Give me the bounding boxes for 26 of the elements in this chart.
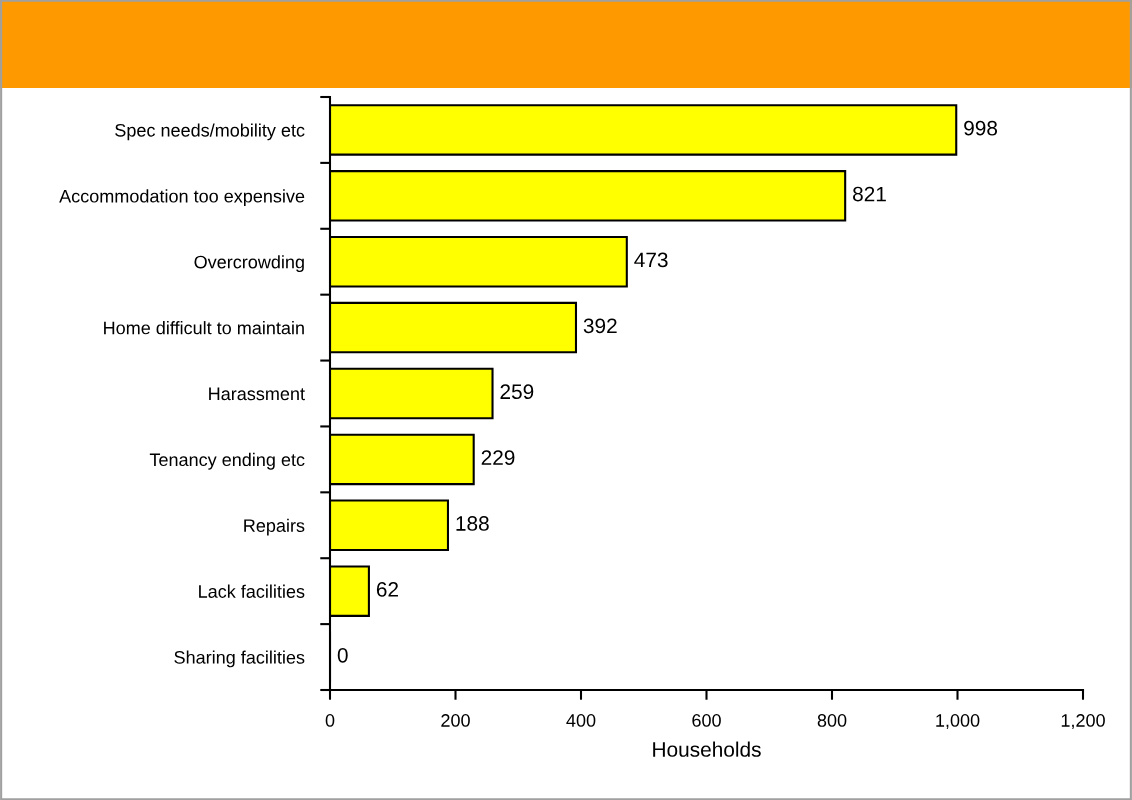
data-label: 998 [964, 120, 998, 136]
y-tick-label: Harassment [209, 387, 305, 401]
data-label: 821 [853, 186, 886, 202]
x-axis-title: Households [653, 741, 761, 757]
data-label: 259 [500, 384, 534, 400]
data-label: 473 [634, 252, 668, 268]
data-label: 229 [481, 450, 515, 465]
y-tick-label: Tenancy ending etc [149, 452, 305, 470]
x-tick-label: 800 [817, 714, 847, 727]
y-tick-label: Lack facilities [199, 584, 305, 598]
y-tick-label: Repairs [244, 518, 305, 536]
y-tick-label: Accommodation too expensive [59, 189, 305, 207]
data-label: 62 [376, 582, 398, 597]
x-tick-label: 1,000 [936, 714, 980, 730]
y-tick-label: Sharing facilities [174, 650, 305, 668]
y-tick-label: Overcrowding [194, 255, 304, 273]
data-label: 392 [583, 318, 617, 334]
data-label: 0 [337, 647, 348, 663]
x-tick-label: 1,200 [1061, 714, 1105, 730]
x-tick-label: 200 [441, 714, 470, 727]
x-tick-label: 600 [692, 714, 721, 727]
x-tick-label: 400 [566, 714, 596, 727]
y-tick-label: Spec needs/mobility etc [115, 123, 305, 141]
data-label: 188 [456, 516, 489, 531]
x-tick-label: 0 [325, 714, 335, 727]
y-tick-label: Home difficult to maintain [104, 321, 304, 335]
